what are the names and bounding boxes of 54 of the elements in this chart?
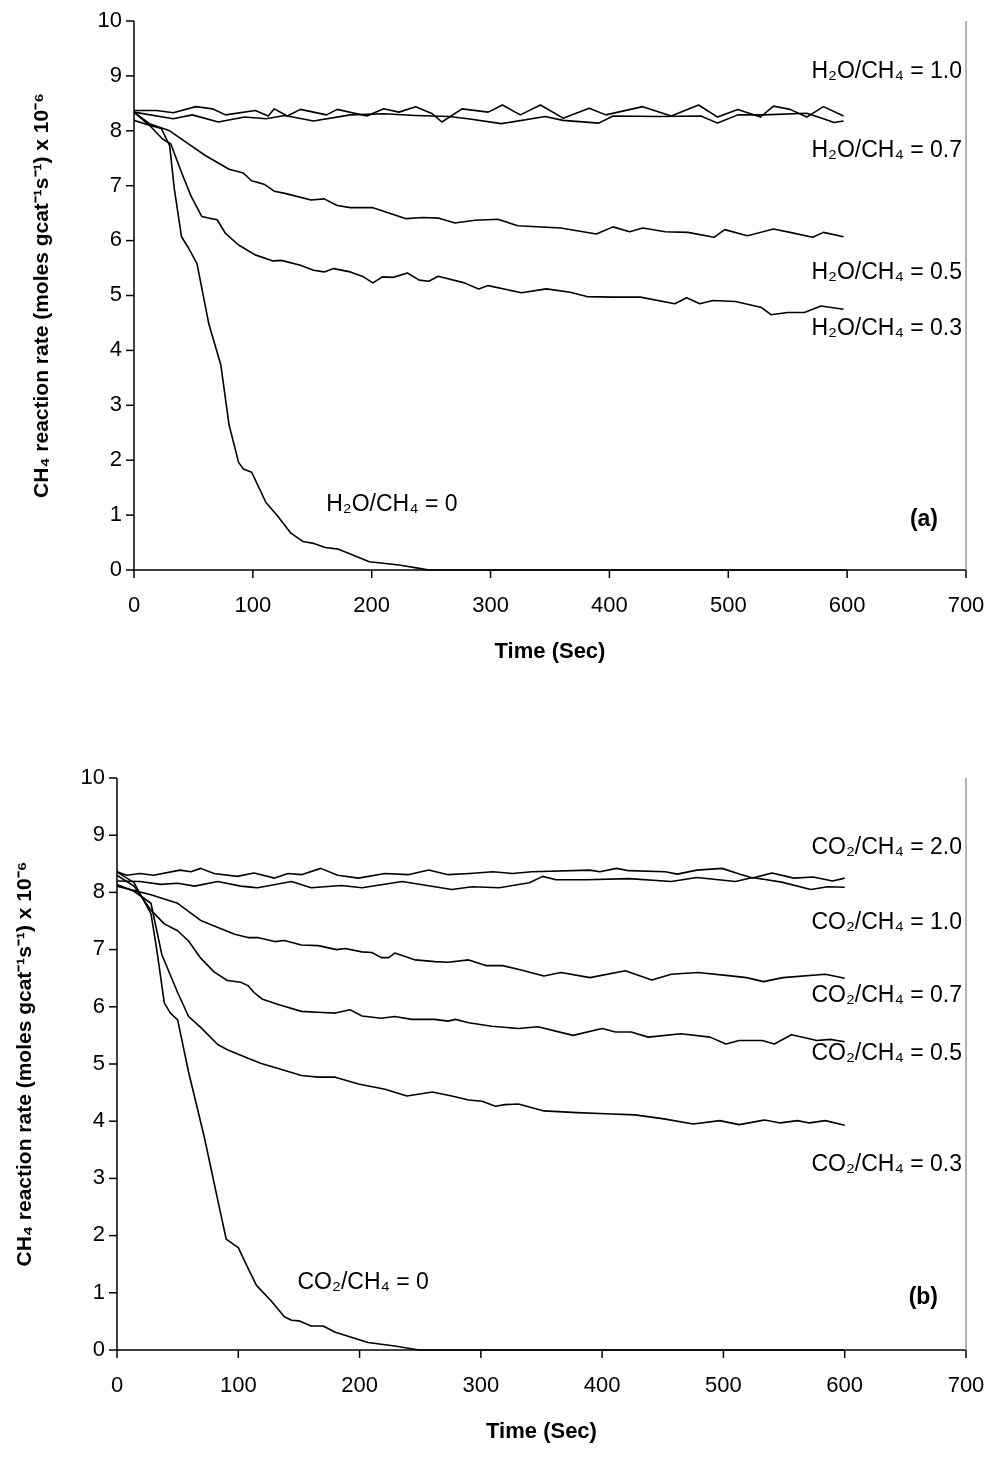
y-tick-label: 7 (92, 935, 105, 961)
x-tick-label: 400 (583, 1372, 621, 1397)
x-tick-label: 700 (947, 592, 985, 617)
y-tick-label: 6 (109, 226, 122, 252)
y-axis-title: CH₄ reaction rate (moles gcat⁻¹s⁻¹) x 10⁻⁶ (29, 93, 52, 498)
x-axis-title: Time (Sec) (486, 1418, 597, 1443)
x-tick-label: 600 (826, 1372, 864, 1397)
series-label: CO₂/CH₄ = 0.3 (811, 1150, 962, 1177)
y-axis-title: CH₄ reaction rate (moles gcat⁻¹s⁻¹) x 10⁻⁶ (12, 861, 35, 1267)
x-tick-label: 200 (353, 592, 391, 617)
y-tick-label: 9 (92, 821, 105, 847)
y-tick-label: 8 (92, 878, 105, 904)
x-tick-label: 400 (591, 592, 628, 617)
series-label: CO₂/CH₄ = 1.0 (811, 908, 962, 935)
y-tick-label: 1 (92, 1278, 105, 1304)
series-label: CO₂/CH₄ = 0.5 (811, 1038, 962, 1065)
x-tick-label: 500 (705, 1372, 742, 1397)
x-axis-title: Time (Sec) (494, 638, 606, 663)
series-label: H₂O/CH₄ = 0.7 (811, 136, 962, 162)
series-label: H₂O/CH₄ = 0 (326, 490, 458, 517)
y-tick-label: 4 (109, 336, 122, 362)
series-label: H₂O/CH₄ = 0.5 (811, 257, 962, 284)
series-label: H₂O/CH₄ = 1.0 (811, 57, 962, 84)
x-tick-label: 100 (219, 1372, 257, 1397)
y-tick-label: 0 (92, 1335, 105, 1361)
x-tick-label: 300 (472, 592, 509, 617)
annotation: (b) (908, 1283, 938, 1310)
y-tick-label: 6 (92, 992, 105, 1018)
y-tick-label: 3 (92, 1164, 105, 1190)
y-tick-label: 9 (109, 61, 122, 87)
x-tick-label: 600 (828, 592, 866, 617)
y-tick-label: 2 (109, 446, 122, 472)
y-tick-label: 10 (80, 763, 105, 789)
x-tick-label: 0 (127, 592, 141, 617)
y-tick-label: 5 (92, 1049, 105, 1075)
y-tick-label: 5 (109, 281, 122, 307)
y-tick-label: 10 (97, 6, 122, 32)
series-label: CO₂/CH₄ = 0.7 (811, 981, 962, 1008)
y-tick-label: 0 (109, 555, 122, 581)
y-tick-label: 7 (109, 171, 122, 197)
x-tick-label: 200 (341, 1372, 378, 1397)
x-tick-label: 300 (462, 1372, 500, 1397)
x-tick-label: 500 (709, 592, 747, 617)
series-label: CO₂/CH₄ = 2.0 (811, 833, 962, 860)
series-label: CO₂/CH₄ = 0 (297, 1267, 429, 1294)
x-tick-label: 700 (947, 1372, 985, 1397)
y-tick-label: 3 (109, 391, 122, 417)
y-tick-label: 2 (92, 1221, 105, 1247)
y-tick-label: 8 (109, 116, 122, 142)
y-tick-label: 1 (109, 500, 122, 526)
y-tick-label: 4 (92, 1107, 105, 1133)
annotation: (a) (909, 505, 938, 532)
series-label: H₂O/CH₄ = 0.3 (811, 314, 962, 341)
x-tick-label: 100 (234, 592, 272, 617)
